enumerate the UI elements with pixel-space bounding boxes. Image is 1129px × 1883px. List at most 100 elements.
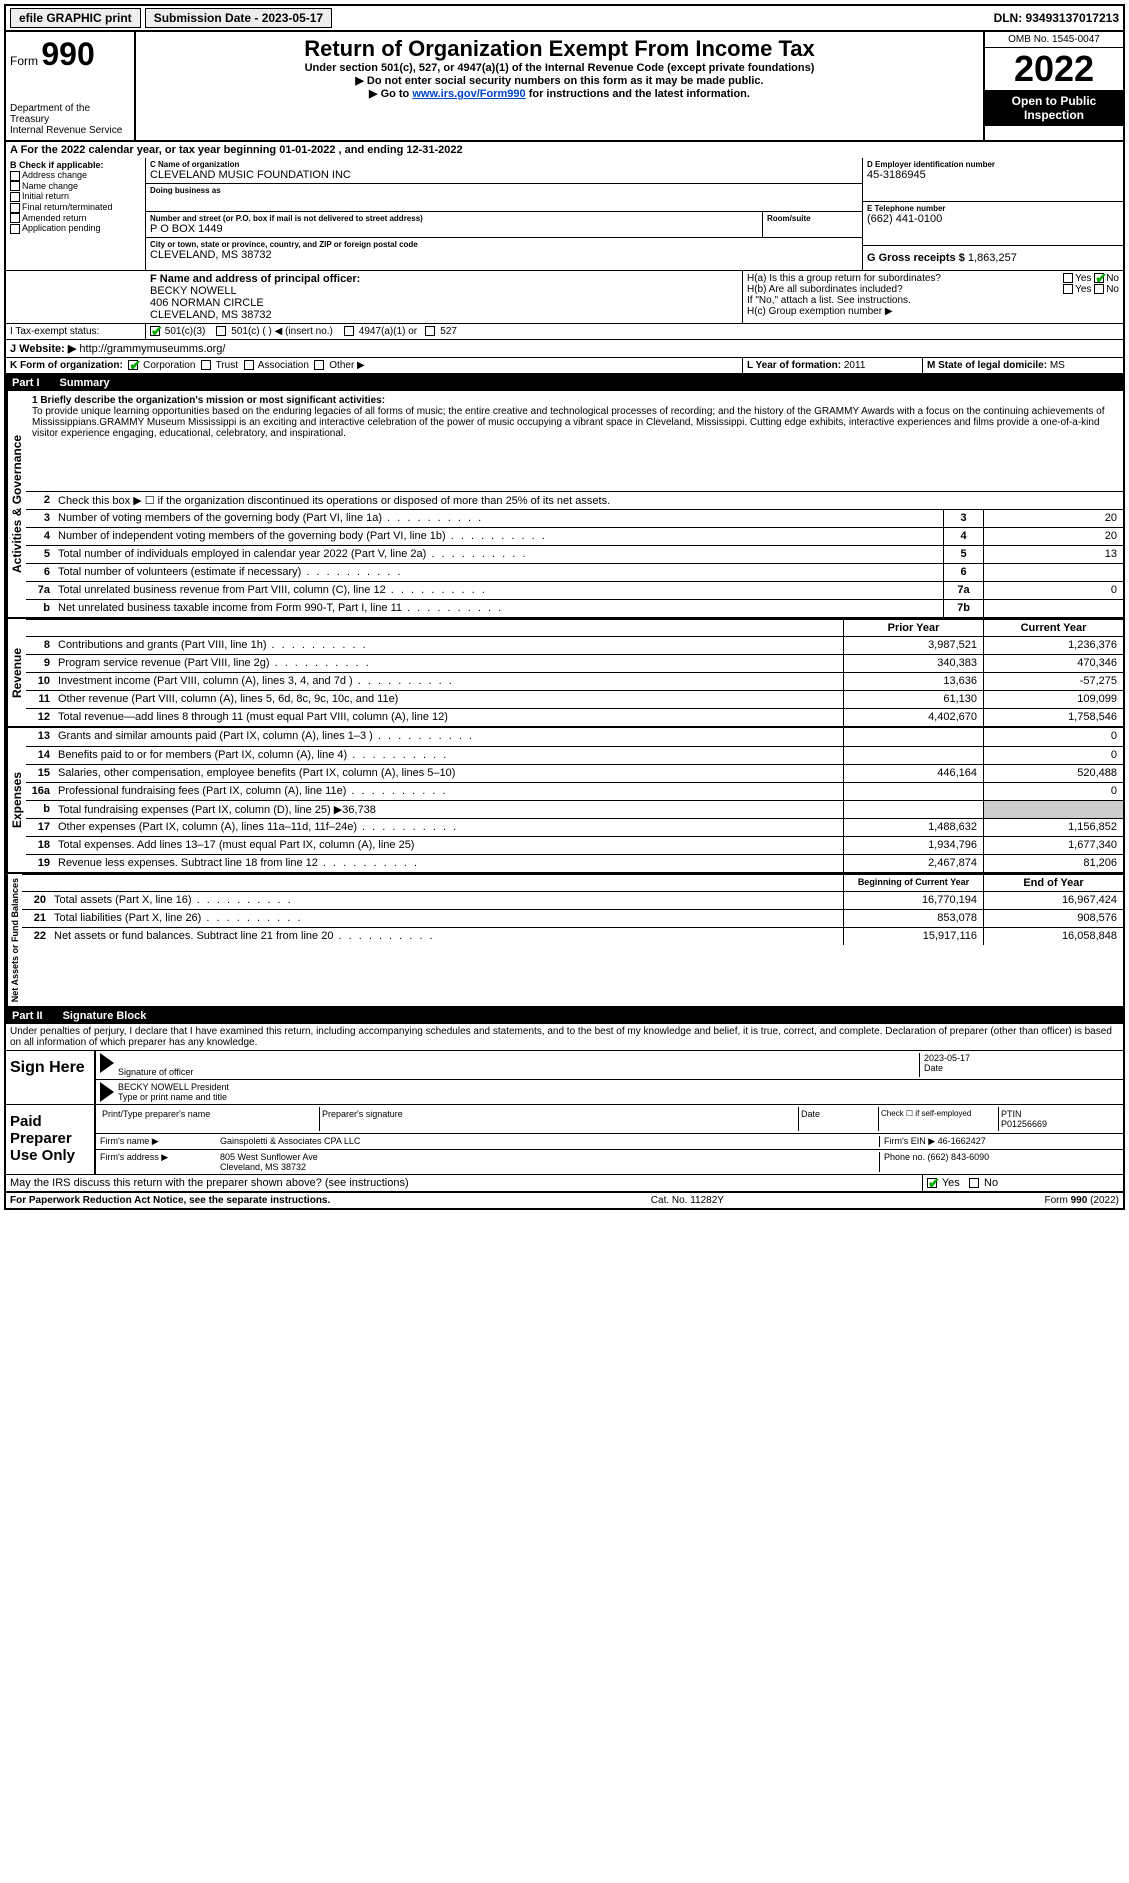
ptin-label: PTIN bbox=[1001, 1109, 1117, 1119]
dept-label: Department of the Treasury bbox=[10, 103, 130, 125]
may-irs-no-checkbox[interactable] bbox=[969, 1178, 979, 1188]
dba-label: Doing business as bbox=[150, 186, 858, 195]
amended-return-checkbox[interactable] bbox=[10, 213, 20, 223]
line-14-cy: 0 bbox=[983, 747, 1123, 764]
line-20-cy: 16,967,424 bbox=[983, 892, 1123, 909]
line-6-val bbox=[983, 564, 1123, 581]
line-20-desc: Total assets (Part X, line 16) bbox=[50, 892, 843, 909]
other-checkbox[interactable] bbox=[314, 360, 324, 370]
ptin-value: P01256669 bbox=[1001, 1119, 1117, 1129]
sig-name-value: BECKY NOWELL President bbox=[118, 1082, 1119, 1092]
officer-name: BECKY NOWELL bbox=[150, 285, 738, 297]
line-22-py: 15,917,116 bbox=[843, 928, 983, 945]
line-13-py bbox=[843, 728, 983, 746]
line-15-py: 446,164 bbox=[843, 765, 983, 782]
line-9-cy: 470,346 bbox=[983, 655, 1123, 672]
address-change-checkbox[interactable] bbox=[10, 171, 20, 181]
ha-yes-checkbox[interactable] bbox=[1063, 273, 1073, 283]
line-2: Check this box ▶ ☐ if the organization d… bbox=[54, 492, 1123, 509]
line-21-py: 853,078 bbox=[843, 910, 983, 927]
hb-question: H(b) Are all subordinates included? Yes … bbox=[747, 284, 1119, 295]
net-assets-section: Net Assets or Fund Balances Beginning of… bbox=[6, 874, 1123, 1008]
line-12-desc: Total revenue—add lines 8 through 11 (mu… bbox=[54, 709, 843, 726]
hc-question: H(c) Group exemption number ▶ bbox=[747, 306, 1119, 317]
line-4-val: 20 bbox=[983, 528, 1123, 545]
line-10-cy: -57,275 bbox=[983, 673, 1123, 690]
trust-checkbox[interactable] bbox=[201, 360, 211, 370]
website-url: http://grammymuseumms.org/ bbox=[79, 343, 225, 355]
sign-here-block: Sign Here Signature of officer 2023-05-1… bbox=[6, 1051, 1123, 1105]
assoc-checkbox[interactable] bbox=[244, 360, 254, 370]
4947-checkbox[interactable] bbox=[344, 326, 354, 336]
501c3-checkbox[interactable] bbox=[150, 326, 160, 336]
line-17-desc: Other expenses (Part IX, column (A), lin… bbox=[54, 819, 843, 836]
page-footer: For Paperwork Reduction Act Notice, see … bbox=[6, 1192, 1123, 1208]
may-irs-yes-checkbox[interactable] bbox=[927, 1178, 937, 1188]
line-16a-desc: Professional fundraising fees (Part IX, … bbox=[54, 783, 843, 800]
line-21-cy: 908,576 bbox=[983, 910, 1123, 927]
form-subtitle: Under section 501(c), 527, or 4947(a)(1)… bbox=[140, 62, 979, 74]
firm-ein-label: Firm's EIN ▶ bbox=[884, 1136, 935, 1146]
footer-right: Form 990 (2022) bbox=[1045, 1195, 1119, 1206]
line-8-desc: Contributions and grants (Part VIII, lin… bbox=[54, 637, 843, 654]
ha-no-checkbox[interactable] bbox=[1094, 273, 1104, 283]
line-10-py: 13,636 bbox=[843, 673, 983, 690]
irs-label: Internal Revenue Service bbox=[10, 125, 130, 136]
gross-value: 1,863,257 bbox=[968, 252, 1017, 264]
hb-yes-checkbox[interactable] bbox=[1063, 284, 1073, 294]
line-22-desc: Net assets or fund balances. Subtract li… bbox=[50, 928, 843, 945]
corp-checkbox[interactable] bbox=[128, 360, 138, 370]
final-return-checkbox[interactable] bbox=[10, 203, 20, 213]
firm-name-label: Firm's name ▶ bbox=[100, 1136, 220, 1147]
omb-number: OMB No. 1545-0047 bbox=[985, 32, 1123, 48]
line-3-desc: Number of voting members of the governin… bbox=[54, 510, 943, 527]
firm-ein-value: 46-1662427 bbox=[938, 1136, 986, 1146]
officer-label: F Name and address of principal officer: bbox=[150, 273, 738, 285]
line-15-cy: 520,488 bbox=[983, 765, 1123, 782]
line-16a-cy: 0 bbox=[983, 783, 1123, 800]
line-13-desc: Grants and similar amounts paid (Part IX… bbox=[54, 728, 843, 746]
line-4-desc: Number of independent voting members of … bbox=[54, 528, 943, 545]
city-value: CLEVELAND, MS 38732 bbox=[150, 249, 858, 261]
org-name: CLEVELAND MUSIC FOUNDATION INC bbox=[150, 169, 858, 181]
line-13-cy: 0 bbox=[983, 728, 1123, 746]
line-15-desc: Salaries, other compensation, employee b… bbox=[54, 765, 843, 782]
rev-side-label: Revenue bbox=[6, 619, 26, 726]
top-bar: efile GRAPHIC print Submission Date - 20… bbox=[6, 6, 1123, 32]
sig-intro: Under penalties of perjury, I declare th… bbox=[6, 1024, 1123, 1051]
527-checkbox[interactable] bbox=[425, 326, 435, 336]
irs-link[interactable]: www.irs.gov/Form990 bbox=[412, 88, 525, 100]
sig-arrow2-icon bbox=[100, 1082, 114, 1102]
firm-addr1: 805 West Sunflower Ave bbox=[220, 1152, 879, 1162]
line-17-py: 1,488,632 bbox=[843, 819, 983, 836]
addr-label: Number and street (or P.O. box if mail i… bbox=[150, 214, 758, 223]
line-11-desc: Other revenue (Part VIII, column (A), li… bbox=[54, 691, 843, 708]
revenue-section: Revenue Prior YearCurrent Year 8Contribu… bbox=[6, 619, 1123, 728]
line-7a-val: 0 bbox=[983, 582, 1123, 599]
line-21-desc: Total liabilities (Part X, line 26) bbox=[50, 910, 843, 927]
line-3-val: 20 bbox=[983, 510, 1123, 527]
501c-checkbox[interactable] bbox=[216, 326, 226, 336]
name-change-checkbox[interactable] bbox=[10, 181, 20, 191]
hb-no-checkbox[interactable] bbox=[1094, 284, 1104, 294]
form-header: Form 990 Department of the Treasury Inte… bbox=[6, 32, 1123, 142]
initial-return-checkbox[interactable] bbox=[10, 192, 20, 202]
form-number: Form 990 bbox=[10, 36, 130, 73]
line-7a-desc: Total unrelated business revenue from Pa… bbox=[54, 582, 943, 599]
phone-label: E Telephone number bbox=[867, 204, 1119, 213]
city-label: City or town, state or province, country… bbox=[150, 240, 858, 249]
line-8-py: 3,987,521 bbox=[843, 637, 983, 654]
part-i-header: Part ISummary bbox=[6, 375, 1123, 391]
submission-date-button[interactable]: Submission Date - 2023-05-17 bbox=[145, 8, 332, 28]
sig-date-value: 2023-05-17 bbox=[924, 1053, 1119, 1063]
line-9-py: 340,383 bbox=[843, 655, 983, 672]
line-22-cy: 16,058,848 bbox=[983, 928, 1123, 945]
begin-year-header: Beginning of Current Year bbox=[843, 875, 983, 891]
line-14-desc: Benefits paid to or for members (Part IX… bbox=[54, 747, 843, 764]
efile-print-button[interactable]: efile GRAPHIC print bbox=[10, 8, 141, 28]
form-title: Return of Organization Exempt From Incom… bbox=[140, 36, 979, 62]
line-9-desc: Program service revenue (Part VIII, line… bbox=[54, 655, 843, 672]
application-pending-checkbox[interactable] bbox=[10, 224, 20, 234]
line-12-cy: 1,758,546 bbox=[983, 709, 1123, 726]
ein-label: D Employer identification number bbox=[867, 160, 1119, 169]
